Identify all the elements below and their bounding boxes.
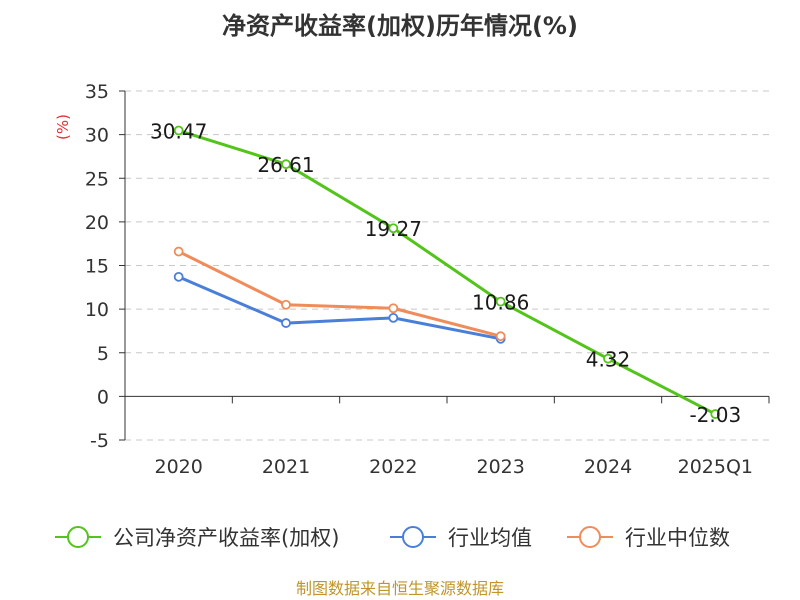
data-label: 10.86 — [472, 291, 529, 315]
data-label: 26.61 — [257, 153, 314, 177]
x-tick-label: 2024 — [584, 456, 632, 478]
data-labels: 30.47 26.61 19.27 10.86 4.32 -2.03 — [150, 120, 741, 428]
data-point — [495, 331, 506, 342]
data-label: 4.32 — [586, 348, 631, 372]
data-point — [281, 299, 291, 310]
x-tick-label: 2023 — [476, 456, 524, 478]
x-tick-label: 2021 — [262, 456, 310, 478]
legend-marker-0 — [67, 526, 89, 548]
data-point — [495, 296, 506, 307]
series-line-0 — [178, 129, 717, 416]
data-point — [603, 353, 613, 364]
data-label: 19.27 — [365, 217, 422, 241]
y-tick-label: 15 — [85, 256, 109, 278]
legend-label-1: 行业均值 — [448, 526, 532, 550]
data-point — [281, 159, 291, 170]
y-tick-label: 20 — [85, 212, 109, 234]
series-line-1 — [178, 275, 501, 341]
data-point — [388, 223, 399, 234]
chart-title: 净资产收益率(加权)历年情况(%) — [222, 12, 578, 40]
x-tick-label: 2022 — [369, 456, 417, 478]
legend: 公司净资产收益率(加权) 行业均值 行业中位数 — [55, 526, 730, 550]
data-label: -2.03 — [689, 403, 741, 427]
series-lines — [173, 125, 721, 419]
data-point — [173, 125, 184, 136]
data-point — [281, 318, 291, 328]
data-point — [388, 303, 399, 314]
data-point — [388, 312, 399, 323]
data-point — [173, 271, 184, 282]
y-tick-label: 25 — [85, 168, 109, 190]
y-axis-unit-label: (%) — [54, 114, 72, 140]
y-tick-label: 30 — [85, 125, 109, 147]
axes: 35 30 25 20 15 10 5 0 -5 2020 2021 2022 2023 2024 2025… — [85, 81, 770, 478]
series-line-2 — [178, 250, 502, 338]
x-tick-label: 2020 — [154, 456, 202, 478]
legend-marker-1 — [402, 526, 424, 548]
legend-marker-2 — [579, 526, 601, 548]
y-tick-label: -5 — [90, 430, 109, 452]
data-point — [710, 409, 721, 419]
x-tick-label: 2025Q1 — [678, 456, 753, 478]
source-note: 制图数据来自恒生聚源数据库 — [296, 579, 504, 598]
y-tick-label: 0 — [97, 386, 109, 408]
y-tick-label: 35 — [85, 81, 109, 103]
legend-label-2: 行业中位数 — [625, 526, 730, 550]
legend-label-0: 公司净资产收益率(加权) — [113, 526, 339, 550]
data-point — [173, 246, 184, 257]
y-tick-label: 5 — [97, 343, 109, 365]
y-tick-label: 10 — [85, 299, 109, 321]
data-label: 30.47 — [150, 120, 207, 144]
